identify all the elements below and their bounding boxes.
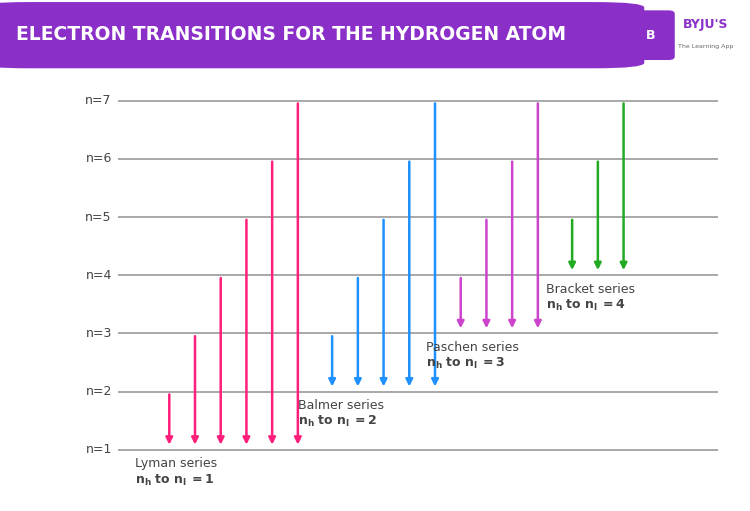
Text: n=5: n=5	[86, 211, 112, 223]
FancyBboxPatch shape	[626, 10, 675, 60]
Text: B: B	[646, 29, 656, 42]
Text: The Learning App: The Learning App	[678, 44, 733, 50]
Text: n=7: n=7	[86, 94, 112, 107]
Text: $\mathbf{n_h}$ $\mathbf{to}$ $\mathbf{n_l}$ $\mathbf{=1}$: $\mathbf{n_h}$ $\mathbf{to}$ $\mathbf{n_…	[135, 473, 214, 487]
Text: n=3: n=3	[86, 327, 112, 340]
Text: n=4: n=4	[86, 269, 112, 282]
Text: $\mathbf{n_h}$ $\mathbf{to}$ $\mathbf{n_l}$ $\mathbf{=4}$: $\mathbf{n_h}$ $\mathbf{to}$ $\mathbf{n_…	[547, 298, 626, 313]
Text: $\mathbf{n_h}$ $\mathbf{to}$ $\mathbf{n_l}$ $\mathbf{=3}$: $\mathbf{n_h}$ $\mathbf{to}$ $\mathbf{n_…	[427, 356, 506, 371]
Text: n=2: n=2	[86, 385, 112, 398]
Text: Bracket series: Bracket series	[547, 283, 635, 295]
Text: Balmer series: Balmer series	[298, 399, 384, 412]
Text: n=1: n=1	[86, 444, 112, 456]
Text: n=6: n=6	[86, 152, 112, 166]
Text: BYJU'S: BYJU'S	[682, 18, 728, 31]
Text: ELECTRON TRANSITIONS FOR THE HYDROGEN ATOM: ELECTRON TRANSITIONS FOR THE HYDROGEN AT…	[16, 25, 566, 44]
Text: Paschen series: Paschen series	[427, 341, 519, 354]
Text: Lyman series: Lyman series	[135, 457, 218, 470]
Text: $\mathbf{n_h}$ $\mathbf{to}$ $\mathbf{n_l}$ $\mathbf{=2}$: $\mathbf{n_h}$ $\mathbf{to}$ $\mathbf{n_…	[298, 414, 377, 429]
FancyBboxPatch shape	[0, 2, 644, 68]
